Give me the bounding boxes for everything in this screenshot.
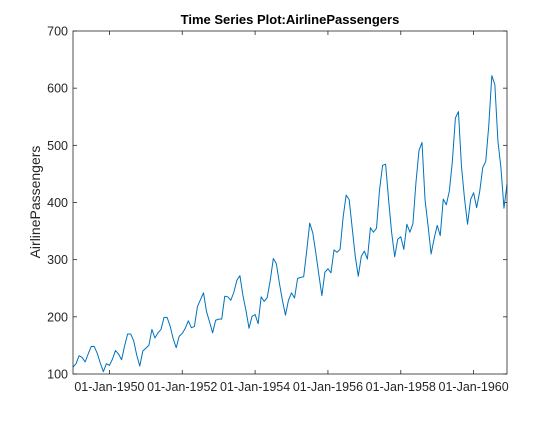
y-tick-label: 400	[47, 196, 68, 210]
series-line	[72, 75, 508, 373]
y-tick-label: 600	[47, 82, 68, 96]
x-tick-label: 01-Jan-1954	[220, 380, 290, 394]
y-tick-label: 700	[47, 25, 68, 39]
axes-box	[72, 30, 508, 375]
series-layer	[72, 75, 508, 373]
chart-title: Time Series Plot:AirlinePassengers	[181, 12, 400, 27]
x-tick-label: 01-Jan-1958	[366, 380, 436, 394]
x-tick-label: 01-Jan-1952	[147, 380, 217, 394]
y-tick-label: 200	[47, 310, 68, 324]
x-tick-label: 01-Jan-1956	[293, 380, 363, 394]
y-axis-label: AirlinePassengers	[27, 146, 43, 259]
x-tick-label: 01-Jan-1960	[439, 380, 509, 394]
x-tick-label: 01-Jan-1950	[74, 380, 144, 394]
plot-area	[73, 31, 507, 374]
y-tick-label: 100	[47, 368, 68, 382]
y-tick-label: 500	[47, 139, 68, 153]
y-tick-label: 300	[47, 253, 68, 267]
y-tick-labels: 100 200 300 400 500 600 700	[47, 25, 68, 382]
x-tick-labels: 01-Jan-1950 01-Jan-1952 01-Jan-1954 01-Jan-…	[74, 380, 508, 394]
